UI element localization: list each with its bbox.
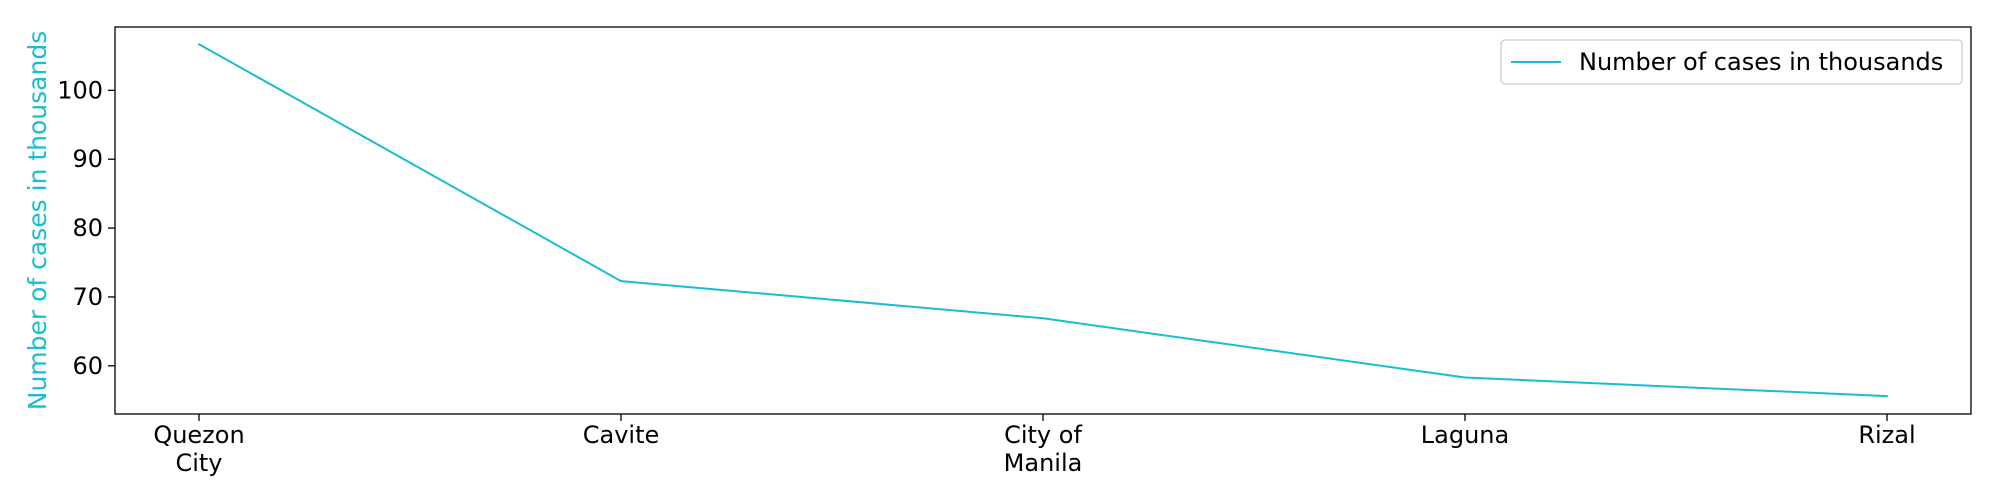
- x-tick-label: Quezon: [153, 421, 244, 449]
- legend: Number of cases in thousands: [1500, 39, 1963, 85]
- x-tick-label: City of: [1004, 421, 1082, 449]
- x-tick-label: Laguna: [1421, 421, 1509, 449]
- y-tick-label: 70: [72, 283, 103, 311]
- plot-frame: [114, 26, 1972, 415]
- data-point: [1464, 376, 1466, 379]
- legend-box: [1500, 39, 1963, 85]
- y-tick-label: 100: [57, 76, 103, 104]
- legend-label: Number of cases in thousands: [1579, 48, 1943, 76]
- y-tick-label: 80: [72, 214, 103, 242]
- x-tick-label: City: [175, 449, 222, 477]
- data-point: [198, 43, 200, 46]
- x-tick-label: Cavite: [583, 421, 660, 449]
- x-tick-label: Manila: [1004, 449, 1083, 477]
- y-tick-label: 90: [72, 145, 103, 173]
- data-point: [1886, 395, 1888, 398]
- y-axis-title: Number of cases in thousands: [23, 31, 52, 410]
- y-tick-label: 60: [72, 352, 103, 380]
- x-tick-label: Rizal: [1858, 421, 1915, 449]
- data-point: [1042, 317, 1044, 320]
- series-layer: [198, 43, 1888, 398]
- y-axis: 60 70 80 90 100: [57, 76, 115, 380]
- data-point: [620, 280, 622, 283]
